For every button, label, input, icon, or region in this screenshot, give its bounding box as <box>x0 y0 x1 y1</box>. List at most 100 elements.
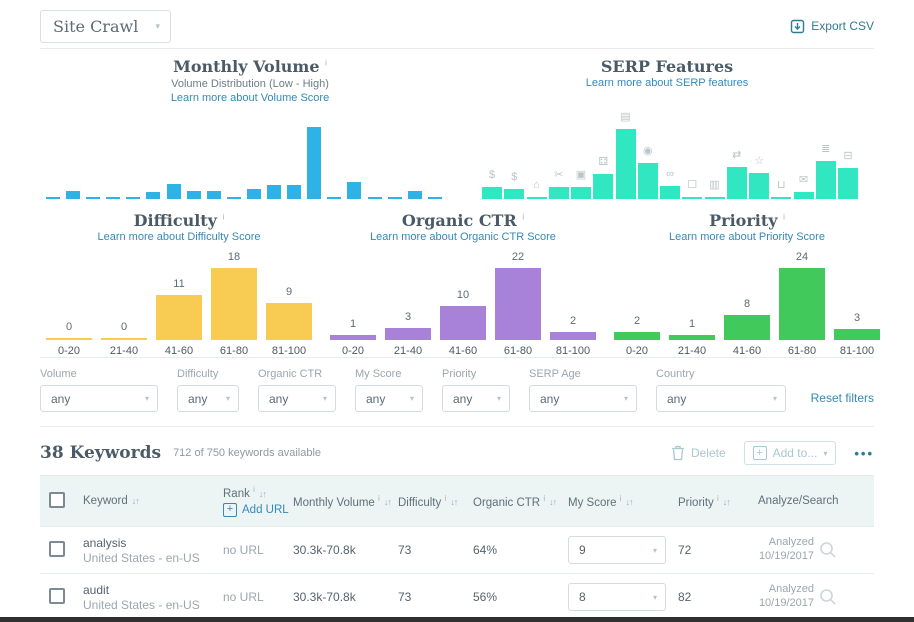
info-icon: i <box>253 485 255 495</box>
bar: 2 <box>614 316 660 340</box>
screen-bottom-edge <box>0 617 914 622</box>
bar-value-label: 9 <box>285 286 293 298</box>
priority-filter-select[interactable]: any ▾ <box>442 385 510 412</box>
rank-value: no URL <box>223 590 264 604</box>
info-icon: i <box>325 58 327 68</box>
reviews-star-icon: ☆ <box>754 155 764 167</box>
row-checkbox[interactable] <box>49 540 65 557</box>
reset-filters-link[interactable]: Reset filters <box>810 391 874 405</box>
sort-icon[interactable]: ↓↑ <box>625 497 634 508</box>
site-crawl-select-value: Site Crawl <box>53 16 139 36</box>
col-priority[interactable]: Priority i ↓↑ <box>678 493 731 509</box>
bar <box>106 197 121 199</box>
chevron-down-icon: ▾ <box>225 394 230 403</box>
local-pack-icon: ☐ <box>687 179 698 191</box>
news-pack-icon: ▥ <box>709 179 720 191</box>
sort-icon[interactable]: ↓↑ <box>722 497 731 508</box>
organic-ctr-filter-select[interactable]: any ▾ <box>258 385 336 412</box>
sort-icon[interactable]: ↓↑ <box>549 497 557 508</box>
select-all-checkbox[interactable] <box>49 491 65 508</box>
bar-value-label: 3 <box>853 312 861 324</box>
bar: ▤ <box>615 112 636 199</box>
priority-bars: 2 1 8 24 3 <box>614 248 880 340</box>
info-icon: i <box>444 493 447 503</box>
priority-categories: 0-20 21-40 41-60 61-80 81-100 <box>614 345 880 357</box>
difficulty-filter-select[interactable]: any ▾ <box>177 385 239 412</box>
bucket-label: 61-80 <box>219 345 249 357</box>
more-options-button[interactable]: ••• <box>854 445 874 461</box>
add-url-link[interactable]: + Add URL <box>223 502 293 517</box>
divider <box>40 426 874 427</box>
export-csv-button[interactable]: Export CSV <box>790 19 874 34</box>
info-icon: i <box>222 212 225 222</box>
col-difficulty[interactable]: Difficulty i ↓↑ <box>398 493 458 509</box>
difficulty-categories: 0-20 21-40 41-60 61-80 81-100 <box>46 345 312 357</box>
priority-score-link[interactable]: Learn more about Priority Score <box>669 231 825 243</box>
info-icon: i <box>619 493 622 503</box>
search-icon[interactable] <box>818 540 838 560</box>
country-filter-select[interactable]: any ▾ <box>656 385 786 412</box>
bar: ⊔ <box>771 180 792 199</box>
sort-icon[interactable]: ↓↑ <box>131 496 140 506</box>
bar: 22 <box>495 252 541 340</box>
chevron-down-icon: ▾ <box>772 394 777 403</box>
analyzed-status: Analyzed 10/19/2017 <box>758 536 814 562</box>
row-checkbox[interactable] <box>49 587 65 604</box>
my-score-filter-select[interactable]: any ▾ <box>355 385 423 412</box>
bar <box>146 192 161 199</box>
col-organic-ctr[interactable]: Organic CTR i ↓↑ <box>473 493 557 509</box>
bucket-label: 0-20 <box>625 345 649 357</box>
serp-features-bars: $ $ ⌂ ✂ ▣ ⚃ ▤ ◉ ∞ ☐ ▥ ⇄ ☆ ⊔ ✉ ≣ ⊟ <box>482 109 858 199</box>
bar <box>407 191 422 199</box>
bar-value-label: 2 <box>569 315 577 327</box>
col-keyword[interactable]: Keyword ↓↑ <box>83 495 140 507</box>
organic-ctr-score-link[interactable]: Learn more about Organic CTR Score <box>370 231 556 243</box>
serp-features-link[interactable]: Learn more about SERP features <box>585 77 749 89</box>
sort-icon[interactable]: ↓↑ <box>258 488 267 499</box>
rank-value: no URL <box>223 543 264 557</box>
bar: ✂ <box>548 170 569 199</box>
filter-priority: Priority any ▾ <box>442 368 510 412</box>
chevron-down-icon: ▾ <box>652 592 657 602</box>
bar <box>267 185 282 199</box>
filter-serp-age: SERP Age any ▾ <box>529 368 637 412</box>
my-score-select[interactable]: 9 ▾ <box>568 536 666 564</box>
difficulty-bars: 0 0 11 18 9 <box>46 248 312 340</box>
keywords-table: Keyword ↓↑ Rank i ↓↑ + Add URL Monthly Volu… <box>40 475 874 620</box>
analyzed-status: Analyzed 10/19/2017 <box>758 583 814 609</box>
keyword-row-audit: audit United States - en-US no URL 30.3k… <box>40 573 874 620</box>
filter-bar: Volume any ▾ Difficulty any ▾ Organic CTR … <box>0 358 914 426</box>
bar: $ <box>504 172 525 199</box>
bar: ▣ <box>571 170 591 199</box>
trash-icon <box>671 445 684 461</box>
bucket-label: 61-80 <box>787 345 817 357</box>
sort-icon[interactable]: ↓↑ <box>383 497 392 508</box>
col-monthly-volume[interactable]: Monthly Volume i ↓↑ <box>293 493 392 509</box>
chevron-down-icon: ▾ <box>496 394 501 403</box>
serp-age-filter-select[interactable]: any ▾ <box>529 385 637 412</box>
keyword-name[interactable]: audit <box>83 582 110 597</box>
briefcase-icon: ⌂ <box>533 179 540 191</box>
col-rank: Rank i ↓↑ + Add URL <box>223 485 293 517</box>
volume-filter-select[interactable]: any ▾ <box>40 385 158 412</box>
volume-score-link[interactable]: Learn more about Volume Score <box>170 91 330 104</box>
col-my-score[interactable]: My Score i ↓↑ <box>568 493 634 509</box>
delete-button[interactable]: Delete <box>671 445 726 461</box>
plus-icon: + <box>752 446 767 460</box>
site-crawl-select[interactable]: Site Crawl ▾ <box>40 9 171 43</box>
bar: ≣ <box>815 144 836 199</box>
bucket-label: 41-60 <box>164 345 194 357</box>
bar: ☐ <box>682 180 703 199</box>
serp-features-title: SERP Features <box>600 57 734 76</box>
bar: 3 <box>385 312 431 340</box>
my-score-select[interactable]: 8 ▾ <box>568 583 666 611</box>
difficulty-score-link[interactable]: Learn more about Difficulty Score <box>97 231 261 243</box>
sort-icon[interactable]: ↓↑ <box>450 497 458 508</box>
add-to-list-button[interactable]: + Add to... ▾ <box>743 441 837 465</box>
keyword-name[interactable]: analysis <box>83 535 127 550</box>
ads-dollar-icon: $ <box>488 169 496 181</box>
bar: ✉ <box>793 175 814 199</box>
search-icon[interactable] <box>818 587 838 607</box>
keyword-locale: United States - en-US <box>83 597 200 612</box>
